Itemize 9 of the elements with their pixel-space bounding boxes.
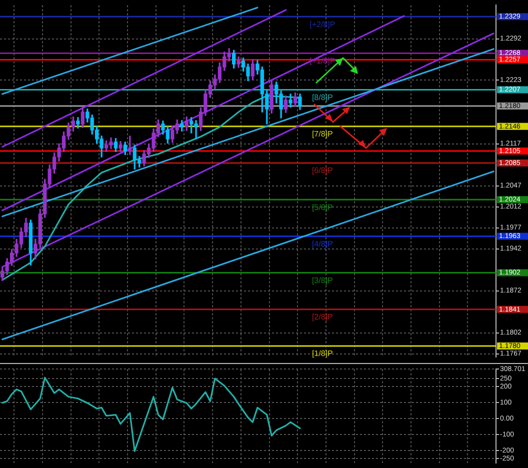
annotation: [5/8]P (312, 202, 333, 212)
annotation: [+2/8]P (310, 20, 336, 29)
annotation: [8/8]P (312, 93, 333, 102)
annotation: [4/8]P (312, 239, 333, 248)
annotation: [6/8]P (312, 166, 333, 176)
annotation: [1/8]P (312, 349, 333, 358)
annotation: [7/8]P (312, 130, 333, 139)
annotation: [2/8]P (312, 312, 333, 322)
annotation: [3/8]P (312, 276, 333, 286)
